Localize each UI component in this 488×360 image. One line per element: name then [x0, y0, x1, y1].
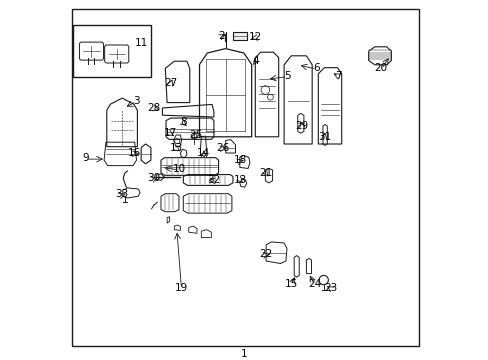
Text: 23: 23	[324, 283, 337, 293]
Text: 29: 29	[295, 121, 308, 131]
Bar	[73, 25, 151, 77]
Text: 21: 21	[259, 168, 272, 178]
Text: 6: 6	[312, 63, 319, 73]
Text: 19: 19	[175, 283, 188, 293]
Text: 3: 3	[133, 96, 140, 106]
Text: 2: 2	[217, 31, 224, 41]
Text: 27: 27	[164, 78, 177, 88]
Text: 22: 22	[259, 249, 272, 259]
Text: 25: 25	[189, 130, 202, 140]
FancyBboxPatch shape	[79, 42, 103, 60]
Text: 7: 7	[334, 71, 341, 81]
Text: 18: 18	[234, 155, 247, 165]
Text: 31: 31	[317, 132, 330, 142]
Text: 12: 12	[248, 32, 262, 42]
Text: 15: 15	[284, 279, 297, 289]
Text: 32: 32	[207, 175, 220, 185]
Text: 10: 10	[172, 164, 185, 174]
Text: 11: 11	[135, 38, 148, 48]
Text: 20: 20	[374, 63, 387, 73]
Text: 1: 1	[241, 348, 247, 359]
Text: 24: 24	[307, 279, 321, 289]
Text: 28: 28	[147, 103, 160, 113]
Text: 33: 33	[115, 189, 128, 199]
Text: 30: 30	[147, 173, 160, 183]
Text: 9: 9	[82, 153, 88, 163]
Text: 16: 16	[128, 148, 141, 158]
Text: 13: 13	[234, 175, 247, 185]
FancyBboxPatch shape	[104, 45, 128, 63]
Text: 5: 5	[284, 71, 290, 81]
Bar	[232, 32, 246, 40]
Text: 17: 17	[164, 128, 177, 138]
Text: 4: 4	[251, 56, 258, 66]
Text: 14: 14	[196, 148, 209, 158]
Text: 8: 8	[180, 117, 186, 127]
Text: 13: 13	[169, 143, 183, 153]
Text: 26: 26	[216, 143, 229, 153]
